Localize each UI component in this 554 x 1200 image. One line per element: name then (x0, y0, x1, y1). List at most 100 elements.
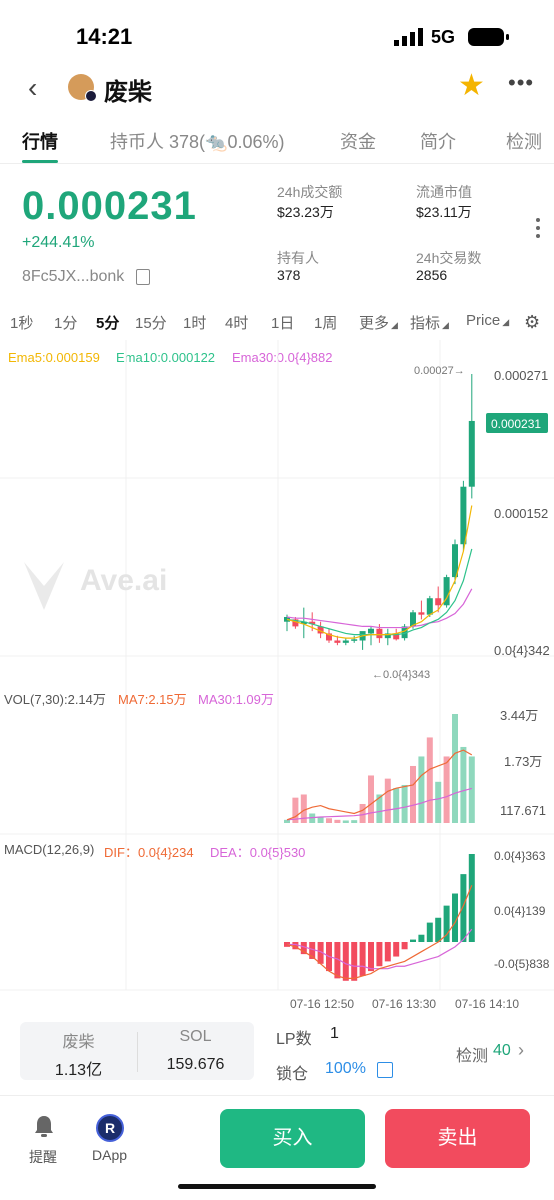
macd-bar (359, 942, 366, 976)
buy-button[interactable]: 买入 (220, 1109, 365, 1168)
sol-amount-value: 159.676 (166, 1056, 225, 1073)
candle (426, 598, 433, 615)
volume-bar (376, 794, 383, 823)
interval-5m[interactable]: 5分 (96, 315, 120, 332)
time-tick: 07-16 12:50 (290, 997, 354, 1011)
macd-dea-label: DEA：0.0{5}530 (210, 845, 306, 860)
current-price-tag: 0.000231 (491, 417, 541, 431)
candle (326, 633, 332, 641)
volume-bar (435, 781, 442, 823)
ema5-label: Ema5:0.000159 (8, 350, 100, 365)
token-address[interactable]: 8Fc5JX...bonk (22, 268, 125, 285)
ema30-label: Ema30:0.0{4}882 (232, 350, 333, 365)
volume-bar (460, 746, 467, 823)
interval-15m[interactable]: 15分 (135, 315, 167, 332)
macd-bar (309, 942, 316, 959)
ema5-line (286, 505, 473, 639)
dapp-icon[interactable]: R (96, 1114, 124, 1142)
candle (300, 621, 307, 625)
copy-icon[interactable] (136, 269, 150, 285)
interval-bar: 1秒 1分 5分 15分 1时 4时 1日 1周 更多 ◢ 指标 ◢ Price ◢ (0, 312, 554, 336)
axis-labels: 0.000271 0.000152 0.0{4}342 0.000231 0.0… (290, 365, 550, 1011)
volume-bar (410, 765, 416, 823)
solana-badge-icon (85, 90, 97, 102)
tab-market[interactable]: 行情 (22, 132, 58, 152)
ellipsis-icon[interactable]: ••• (508, 70, 535, 95)
price-tick: 0.000152 (494, 506, 548, 521)
candle (468, 420, 475, 487)
macd-bar (443, 905, 450, 942)
volume-tick: 117.671 (500, 803, 546, 818)
tab-holders[interactable]: 持币人 378(🐀0.06%) (110, 128, 285, 154)
candle (376, 628, 383, 639)
tab-intro[interactable]: 简介 (420, 132, 456, 152)
kline-chart[interactable]: Ave.ai 0.000271 0.000152 0.0{4}342 0.000… (0, 340, 554, 1020)
settings-icon[interactable]: ⚙ (524, 312, 541, 332)
tab-holders-percent: 0.06%) (227, 132, 285, 152)
lp-count-value: 1 (330, 1025, 339, 1042)
price-dropdown[interactable]: Price ◢ (466, 312, 509, 329)
status-time: 14:21 (76, 24, 133, 49)
volume-bar (284, 819, 290, 823)
macd-bar (426, 922, 433, 942)
macd-bar (435, 917, 442, 942)
mcap-value: $23.11万 (416, 204, 472, 220)
macd-bar (401, 942, 408, 950)
tab-holders-label: 持币人 378( (110, 132, 206, 152)
tab-check[interactable]: 检测 (506, 132, 542, 152)
time-tick: 07-16 13:30 (372, 997, 436, 1011)
liquidity-card: 废柴 1.13亿 SOL 159.676 (20, 1022, 254, 1080)
sol-amount-label: SOL (179, 1028, 212, 1045)
external-link-icon[interactable] (377, 1062, 393, 1078)
alert-label[interactable]: 提醒 (29, 1149, 57, 1165)
volume-bar (418, 756, 425, 823)
candle (342, 640, 349, 643)
macd-dif-label: DIF：0.0{4}234 (104, 845, 194, 860)
battery-icon (468, 28, 509, 46)
token-amount-value: 1.13亿 (54, 1062, 103, 1079)
volume-bar (384, 778, 391, 823)
interval-1s[interactable]: 1秒 (10, 315, 34, 332)
chart-grid (0, 340, 554, 991)
lock-value[interactable]: 100% (325, 1060, 366, 1077)
macd-bar (334, 942, 341, 979)
candle (435, 598, 442, 606)
volume-bar (426, 737, 433, 823)
candle (443, 577, 450, 606)
candle (317, 626, 324, 634)
volume-bars (284, 714, 475, 823)
interval-1d[interactable]: 1日 (271, 315, 295, 332)
candle (368, 628, 374, 634)
interval-1m[interactable]: 1分 (54, 315, 78, 332)
volume-bar (292, 797, 299, 823)
macd-tick: 0.0{4}363 (494, 849, 546, 863)
candle (401, 626, 408, 639)
interval-1w[interactable]: 1周 (314, 315, 338, 332)
interval-4h[interactable]: 4时 (225, 315, 249, 332)
indicator-dropdown[interactable]: 指标 ◢ (410, 312, 449, 333)
star-icon[interactable]: ★ (458, 69, 485, 102)
check-label[interactable]: 检测 (456, 1048, 489, 1065)
volume-tick: 1.73万 (504, 754, 542, 769)
volume-bar (468, 756, 475, 823)
chevron-right-icon[interactable]: › (518, 1040, 524, 1060)
bell-icon[interactable] (33, 1114, 55, 1138)
check-count[interactable]: 40 (493, 1042, 511, 1059)
network-type: 5G (431, 27, 456, 47)
kebab-icon[interactable] (536, 218, 540, 242)
macd-bar (418, 934, 425, 942)
tab-funds[interactable]: 资金 (340, 132, 376, 152)
interval-1h[interactable]: 1时 (183, 315, 207, 332)
price-mode-label: Price (466, 312, 501, 329)
price-tick: 0.0{4}342 (494, 643, 550, 658)
macd-bar (393, 942, 400, 957)
tx-24h-value: 2856 (416, 267, 448, 283)
sell-button[interactable]: 卖出 (385, 1109, 530, 1168)
ema30-line (286, 588, 473, 629)
caret-icon: ◢ (442, 320, 449, 330)
interval-more[interactable]: 更多 ◢ (359, 312, 398, 333)
dapp-label[interactable]: DApp (92, 1147, 128, 1163)
candle (384, 633, 391, 639)
chevron-left-icon[interactable]: ‹ (28, 72, 38, 103)
watermark-logo-icon (24, 562, 64, 610)
